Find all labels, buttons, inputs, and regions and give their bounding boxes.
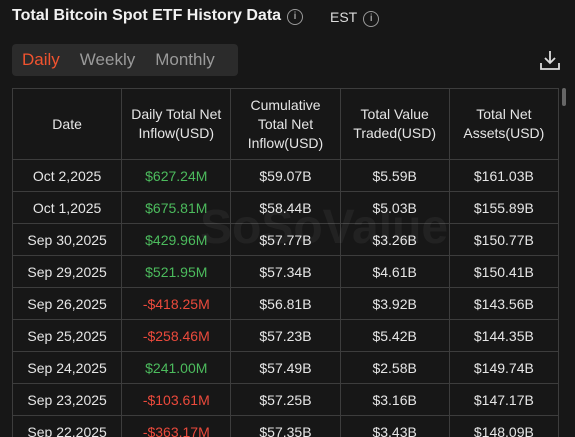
table-row: Sep 22,2025 -$363.17M $57.35B $3.43B $148.09… xyxy=(12,415,559,437)
table-cell: Sep 29,2025 xyxy=(12,255,123,288)
table-cell: $627.24M xyxy=(121,159,232,192)
tab[interactable]: Daily xyxy=(22,50,60,69)
table-cell: $675.81M xyxy=(121,191,232,224)
column-header: Total Net Assets(USD) xyxy=(448,88,559,160)
table-cell: Sep 24,2025 xyxy=(12,351,123,384)
table-head: Date Daily Total Net Inflow(USD) Cumulativ… xyxy=(12,88,559,160)
table-cell: $3.92B xyxy=(339,287,450,320)
table-cell: $58.44B xyxy=(230,191,341,224)
table-cell: -$418.25M xyxy=(121,287,232,320)
table-cell: $5.03B xyxy=(339,191,450,224)
table-cell: $5.42B xyxy=(339,319,450,352)
table-cell: Sep 25,2025 xyxy=(12,319,123,352)
table-cell: -$363.17M xyxy=(121,415,232,437)
column-header: Cumulative Total Net Inflow(USD) xyxy=(230,88,341,160)
table-cell: Sep 30,2025 xyxy=(12,223,123,256)
download-icon xyxy=(540,51,560,70)
table-cell: $57.23B xyxy=(230,319,341,352)
table-cell: Sep 22,2025 xyxy=(12,415,123,437)
table-cell: Sep 26,2025 xyxy=(12,287,123,320)
table-cell: -$258.46M xyxy=(121,319,232,352)
table-cell: $57.34B xyxy=(230,255,341,288)
table-cell: $150.77B xyxy=(448,223,559,256)
table-cell: $3.16B xyxy=(339,383,450,416)
table-cell: -$103.61M xyxy=(121,383,232,416)
table-container: Date Daily Total Net Inflow(USD) Cumulativ… xyxy=(12,88,559,437)
table-row: Oct 1,2025 $675.81M $58.44B $5.03B $155.89B xyxy=(12,191,559,224)
table-cell: $148.09B xyxy=(448,415,559,437)
table-row: Sep 30,2025 $429.96M $57.77B $3.26B $150.77B xyxy=(12,223,559,256)
tab-bar: Daily Weekly Monthly xyxy=(12,44,238,76)
table-cell: $4.61B xyxy=(339,255,450,288)
table-cell: $521.95M xyxy=(121,255,232,288)
info-icon[interactable]: i xyxy=(363,11,380,27)
table-cell: $143.56B xyxy=(448,287,559,320)
table: Date Daily Total Net Inflow(USD) Cumulativ… xyxy=(12,88,559,437)
table-row: Sep 29,2025 $521.95M $57.34B $4.61B $150.41B xyxy=(12,255,559,288)
column-header: Date xyxy=(12,88,123,160)
table-cell: $155.89B xyxy=(448,191,559,224)
timezone-row: EST i xyxy=(330,9,380,27)
tab[interactable]: Weekly xyxy=(79,50,136,69)
table-cell: Oct 2,2025 xyxy=(12,159,123,192)
table-cell: $57.25B xyxy=(230,383,341,416)
table-row: Sep 25,2025 -$258.46M $57.23B $5.42B $144.35… xyxy=(12,319,559,352)
table-cell: $57.77B xyxy=(230,223,341,256)
table-row: Sep 23,2025 -$103.61M $57.25B $3.16B $147.17… xyxy=(12,383,559,416)
table-cell: $144.35B xyxy=(448,319,559,352)
table-cell: $57.49B xyxy=(230,351,341,384)
info-icon[interactable]: i xyxy=(287,9,304,25)
title: Total Bitcoin Spot ETF History Data xyxy=(12,7,282,24)
table-cell: $56.81B xyxy=(230,287,341,320)
table-cell: $241.00M xyxy=(121,351,232,384)
table-cell: $5.59B xyxy=(339,159,450,192)
table-row: Sep 26,2025 -$418.25M $56.81B $3.92B $143.56… xyxy=(12,287,559,320)
table-cell: $59.07B xyxy=(230,159,341,192)
scrollbar[interactable] xyxy=(562,88,566,106)
table-body: Oct 2,2025 $627.24M $59.07B $5.59B $161.03B O… xyxy=(12,159,559,437)
table-cell: $3.26B xyxy=(339,223,450,256)
table-cell: $149.74B xyxy=(448,351,559,384)
tab[interactable]: Monthly xyxy=(155,50,215,69)
table-cell: Sep 23,2025 xyxy=(12,383,123,416)
title-row: Total Bitcoin Spot ETF History Data i xyxy=(12,7,304,25)
table-cell: $57.35B xyxy=(230,415,341,437)
table-cell: $147.17B xyxy=(448,383,559,416)
table-cell: $429.96M xyxy=(121,223,232,256)
table-cell: $150.41B xyxy=(448,255,559,288)
timezone: EST xyxy=(330,9,358,25)
table-row: Oct 2,2025 $627.24M $59.07B $5.59B $161.03B xyxy=(12,159,559,192)
table-cell: $161.03B xyxy=(448,159,559,192)
column-header: Total Value Traded(USD) xyxy=(339,88,450,160)
table-cell: $3.43B xyxy=(339,415,450,437)
column-header: Daily Total Net Inflow(USD) xyxy=(121,88,232,160)
header-row: Date Daily Total Net Inflow(USD) Cumulativ… xyxy=(12,88,559,160)
download-button[interactable] xyxy=(538,48,562,72)
table-row: Sep 24,2025 $241.00M $57.49B $2.58B $149.74B xyxy=(12,351,559,384)
table-cell: Oct 1,2025 xyxy=(12,191,123,224)
table-cell: $2.58B xyxy=(339,351,450,384)
